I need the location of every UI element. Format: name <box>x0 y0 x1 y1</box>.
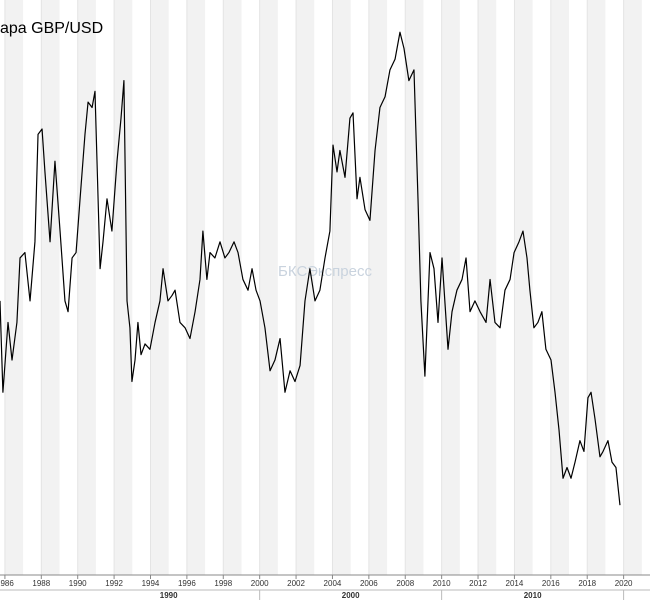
year-band <box>550 0 570 575</box>
x-tick-label: 1996 <box>178 579 196 588</box>
x-tick-label: 1988 <box>32 579 50 588</box>
chart-title: ара GBP/USD <box>0 20 103 37</box>
year-band <box>441 0 460 575</box>
year-band <box>223 0 242 575</box>
year-band <box>150 0 169 575</box>
x-tick-label: 1998 <box>214 579 232 588</box>
watermark: БКСЭкспресс <box>278 263 372 280</box>
x-tick-label: 2006 <box>360 579 378 588</box>
year-band <box>514 0 533 575</box>
year-band <box>41 0 60 575</box>
decade-label: 2010 <box>524 591 542 600</box>
x-tick-label: 1986 <box>0 579 14 588</box>
x-tick-label: 2008 <box>396 579 414 588</box>
background <box>4 0 642 575</box>
x-tick-label: 2018 <box>578 579 596 588</box>
x-tick-label: 2000 <box>251 579 269 588</box>
year-band <box>186 0 206 575</box>
decade-label: 2000 <box>342 591 360 600</box>
x-tick-label: 2002 <box>287 579 305 588</box>
x-tick-label: 2020 <box>615 579 633 588</box>
x-tick-label: 2014 <box>506 579 524 588</box>
year-band <box>259 0 278 575</box>
price-line <box>0 31 621 506</box>
year-band <box>77 0 96 575</box>
year-band <box>478 0 497 575</box>
year-band <box>623 0 642 575</box>
year-band <box>296 0 315 575</box>
x-tick-label: 2012 <box>469 579 487 588</box>
year-band <box>4 0 24 575</box>
year-band <box>587 0 606 575</box>
year-band <box>368 0 388 575</box>
x-tick-label: 2010 <box>433 579 451 588</box>
decade-label: 1990 <box>160 591 178 600</box>
x-tick-label: 2016 <box>542 579 560 588</box>
year-band <box>405 0 424 575</box>
x-tick-label: 1992 <box>105 579 123 588</box>
x-tick-label: 1990 <box>69 579 87 588</box>
x-tick-label: 1994 <box>142 579 160 588</box>
x-tick-label: 2004 <box>324 579 342 588</box>
year-band <box>332 0 351 575</box>
